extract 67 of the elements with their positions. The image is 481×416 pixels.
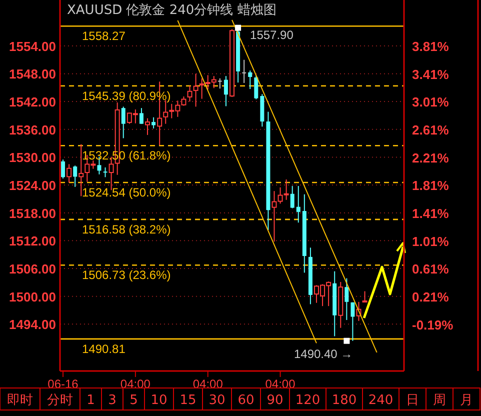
candlestick xyxy=(224,76,228,107)
y-tick-label: 1536.00 xyxy=(9,122,56,138)
candlestick xyxy=(145,118,150,136)
candlestick xyxy=(187,85,192,102)
y-tick-label: 1524.00 xyxy=(9,178,56,194)
y-tick-label: 1494.00 xyxy=(9,317,56,332)
y-tick-label: 1506.00 xyxy=(9,262,56,277)
y2-tick-label: 1.41% xyxy=(412,206,450,221)
candlestick xyxy=(362,290,368,303)
y2-tick-label: 3.01% xyxy=(412,94,450,110)
text: 180 xyxy=(332,393,357,408)
candlestick xyxy=(61,159,66,180)
annotation: 1490.40 → xyxy=(294,346,353,361)
candlestick xyxy=(254,75,258,100)
y-tick-label: 1500.00 xyxy=(9,289,56,304)
text: 月 xyxy=(460,393,473,408)
annotation: 1557.90 xyxy=(250,28,294,42)
candlestick xyxy=(248,70,252,90)
y-tick-label: 1512.00 xyxy=(9,234,56,249)
y2-tick-label: 0.61% xyxy=(412,262,450,277)
text: 90 xyxy=(266,393,284,408)
candlestick xyxy=(73,165,78,188)
text: 1 xyxy=(86,393,95,408)
y2-tick-label: 3.81% xyxy=(412,38,450,54)
text: 30 xyxy=(208,393,226,408)
y-tick-label: 1542.00 xyxy=(9,94,56,110)
candlestick xyxy=(242,59,246,84)
y2-tick-label: 0.21% xyxy=(412,290,450,305)
candlestick xyxy=(78,144,84,197)
text: 日 xyxy=(406,393,419,408)
y-tick-label: 1530.00 xyxy=(9,150,56,166)
candlestick xyxy=(296,185,300,224)
y-tick-label: 1518.00 xyxy=(9,206,56,221)
candlestick xyxy=(218,78,222,90)
text: 60 xyxy=(238,393,254,408)
candlestick xyxy=(121,106,126,139)
candlestick xyxy=(193,73,198,108)
candlestick xyxy=(103,166,108,178)
text: 即时 xyxy=(7,393,33,408)
candlestick xyxy=(66,164,72,184)
y-tick-label: 1554.00 xyxy=(9,38,56,54)
candlestick xyxy=(344,278,349,320)
candlestick xyxy=(290,185,294,209)
y2-tick-label: 3.41% xyxy=(412,66,450,82)
text: 5 xyxy=(130,393,138,408)
text: 周 xyxy=(433,393,446,408)
text: 240 xyxy=(368,393,394,408)
y2-tick-label: 2.21% xyxy=(412,150,450,166)
y2-tick-label: 2.61% xyxy=(412,122,450,138)
y2-tick-label: 1.81% xyxy=(412,178,450,194)
chart-title: XAUUSD 伦敦金 240分钟线 蜡烛图 xyxy=(67,3,276,18)
ref-line-label: 1516.58 (38.2%) xyxy=(82,222,171,236)
text: 10 xyxy=(150,393,168,408)
y2-tick-label: -0.19% xyxy=(412,317,454,332)
candlestick xyxy=(139,108,144,124)
candlestick xyxy=(350,302,355,342)
text: 15 xyxy=(180,393,196,408)
y2-tick-label: 1.01% xyxy=(412,234,450,249)
ref-line-label: 1506.73 (23.6%) xyxy=(82,268,171,282)
y-tick-label: 1548.00 xyxy=(9,66,56,82)
text: 分时 xyxy=(47,393,73,408)
ref-line-label: 1524.54 (50.0%) xyxy=(82,186,171,200)
ref-line-label: 1490.81 xyxy=(82,342,126,356)
ref-line-label: 1558.27 xyxy=(82,29,126,44)
text: 3 xyxy=(108,393,116,408)
candlestick xyxy=(152,116,156,129)
text: 120 xyxy=(295,393,320,408)
